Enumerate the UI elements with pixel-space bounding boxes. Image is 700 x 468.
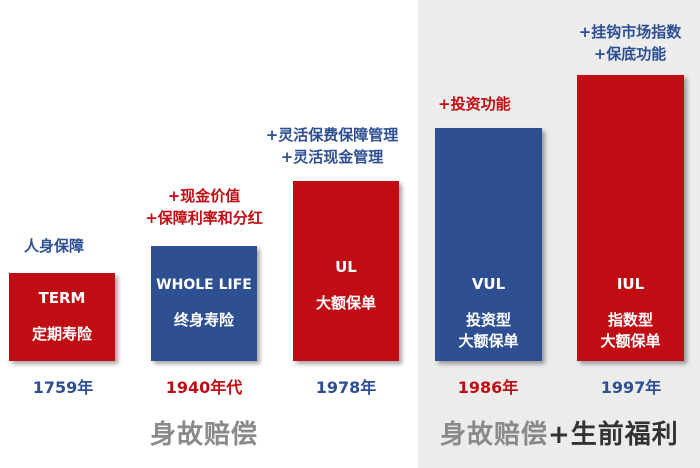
bar-vul-code: VUL <box>471 274 506 293</box>
footer-left-caption: 身故赔偿 <box>150 420 259 450</box>
year-term: 1759年 <box>32 378 94 397</box>
footer-right-caption: 身故赔偿+生前福利 <box>440 414 679 451</box>
footer-right-dark: +生前福利 <box>548 420 679 450</box>
bar-term-name: 定期寿险 <box>31 325 92 343</box>
bar-vul-name-1: 投资型 <box>465 310 511 329</box>
bar-iul-name-2: 大额保单 <box>600 332 661 351</box>
feature-whole-life-2: +保障利率和分红 <box>145 208 263 227</box>
feature-ul-2: +灵活现金管理 <box>280 147 384 166</box>
feature-iul: +挂钩市场指数 +保底功能 <box>560 22 700 66</box>
feature-ul: +灵活保费保障管理 +灵活现金管理 <box>252 125 412 169</box>
bar-ul-name: 大额保单 <box>315 294 376 312</box>
bar-whole-life-name: 终身寿险 <box>173 310 234 329</box>
feature-iul-1: +挂钩市场指数 <box>578 23 682 41</box>
feature-term-1: 人身保障 <box>24 237 85 255</box>
bar-vul: VUL 投资型 大额保单 <box>435 128 542 361</box>
feature-iul-2: +保底功能 <box>593 44 667 63</box>
footer-right-gray: 身故赔偿 <box>440 420 549 450</box>
bar-whole-life: WHOLE LIFE 终身寿险 <box>151 246 257 361</box>
bar-term: TERM 定期寿险 <box>9 273 115 361</box>
feature-whole-life: +现金价值 +保障利率和分红 <box>134 186 274 230</box>
bar-iul-name-1: 指数型 <box>607 310 653 329</box>
bar-ul-code: UL <box>335 258 357 277</box>
bar-ul: UL 大额保单 <box>293 181 399 361</box>
year-vul: 1986年 <box>457 378 519 397</box>
bar-iul-code: IUL <box>616 274 645 293</box>
feature-vul-1: +投资功能 <box>438 95 511 113</box>
year-ul: 1978年 <box>315 378 377 397</box>
bar-vul-name-2: 大额保单 <box>458 332 519 351</box>
bar-term-code: TERM <box>38 289 86 308</box>
feature-ul-1: +灵活保费保障管理 <box>265 126 399 144</box>
bar-iul: IUL 指数型 大额保单 <box>577 75 684 361</box>
year-iul: 1997年 <box>600 378 662 397</box>
year-whole-life: 1940年代 <box>165 378 243 397</box>
bar-whole-life-code: WHOLE LIFE <box>156 277 252 294</box>
feature-whole-life-1: +现金价值 <box>167 187 241 205</box>
